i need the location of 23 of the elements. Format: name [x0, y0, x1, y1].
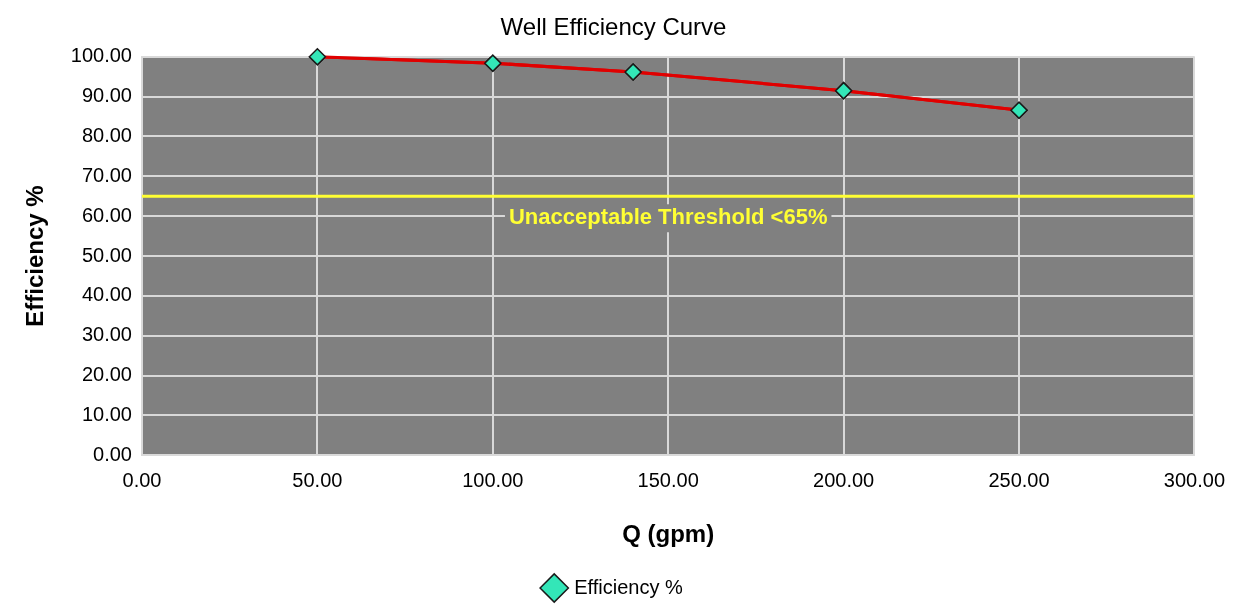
- y-tick-label: 90.00: [81, 84, 132, 107]
- y-tick-label: 0.00: [93, 442, 132, 465]
- x-tick-label: 100.00: [462, 468, 524, 491]
- ref-line-label: Unacceptable Threshold <65%: [508, 204, 828, 230]
- y-tick-label: 60.00: [81, 203, 132, 226]
- x-tick-label: 200.00: [813, 468, 875, 491]
- y-tick-label: 50.00: [81, 243, 132, 266]
- chart-title: Well Efficiency Curve: [500, 13, 727, 41]
- y-tick-label: 40.00: [81, 283, 132, 306]
- x-tick-label: 250.00: [988, 468, 1050, 491]
- y-axis-title: Efficiency %: [21, 185, 49, 327]
- x-tick-label: 150.00: [637, 468, 699, 491]
- x-axis-title: Q (gpm): [622, 520, 715, 548]
- y-tick-label: 100.00: [70, 44, 132, 67]
- x-tick-label: 50.00: [292, 468, 343, 491]
- legend-label: Efficiency %: [574, 575, 683, 598]
- x-tick-label: 0.00: [122, 468, 162, 491]
- y-tick-label: 30.00: [81, 323, 132, 346]
- x-tick-label: 300.00: [1163, 468, 1225, 491]
- y-tick-label: 10.00: [81, 402, 132, 425]
- y-tick-label: 70.00: [81, 163, 132, 186]
- y-tick-label: 80.00: [81, 124, 132, 146]
- y-tick-label: 20.00: [81, 363, 132, 386]
